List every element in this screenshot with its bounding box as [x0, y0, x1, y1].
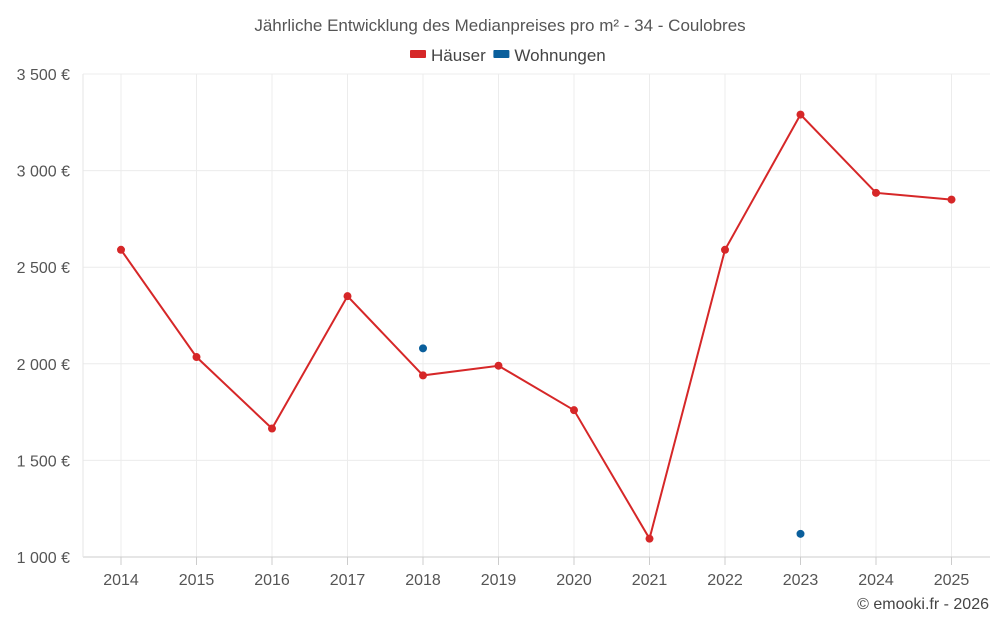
legend-swatch — [410, 50, 426, 58]
data-point[interactable] — [343, 292, 352, 301]
data-point[interactable] — [117, 245, 125, 254]
credit-text: © emooki.fr - 2026 — [857, 596, 989, 613]
data-point[interactable] — [494, 361, 503, 370]
axis-layer: 1 000 € 1 500 € 2 000 € 2 500 € 3 000 € 3 500… — [17, 67, 990, 589]
x-tick-label: 2023 — [783, 572, 819, 589]
x-tick-label: 2022 — [707, 572, 743, 589]
data-point[interactable] — [419, 344, 427, 353]
legend[interactable]: Häuser Wohnungen — [410, 46, 606, 65]
data-point[interactable] — [419, 371, 427, 380]
x-tick-label: 2014 — [103, 572, 139, 589]
data-point[interactable] — [645, 534, 654, 543]
x-tick-label: 2018 — [405, 572, 441, 589]
y-tick-label: 2 500 € — [17, 260, 70, 277]
x-tick-label: 2021 — [632, 572, 668, 589]
data-point[interactable] — [268, 424, 276, 433]
x-tick-label: 2016 — [254, 572, 290, 589]
legend-item-0[interactable]: Häuser — [410, 46, 486, 65]
series-line-0 — [120, 112, 952, 542]
data-point[interactable] — [721, 245, 729, 254]
legend-label: Wohnungen — [514, 46, 605, 65]
x-tick-label: 2015 — [179, 572, 215, 589]
y-tick-label: 1 500 € — [17, 453, 70, 470]
data-point[interactable] — [947, 195, 956, 204]
series-layer — [117, 110, 956, 543]
legend-label: Häuser — [431, 46, 486, 65]
grid-layer — [83, 73, 990, 558]
x-tick-label: 2019 — [481, 572, 517, 589]
data-point[interactable] — [796, 529, 805, 538]
x-tick-label: 2025 — [934, 572, 970, 589]
y-tick-label: 3 000 € — [17, 164, 70, 181]
y-tick-label: 3 500 € — [17, 67, 70, 84]
legend-item-1[interactable]: Wohnungen — [493, 46, 606, 65]
y-tick-label: 1 000 € — [17, 550, 70, 567]
x-tick-label: 2017 — [330, 572, 366, 589]
data-point[interactable] — [192, 353, 201, 362]
data-point[interactable] — [796, 110, 805, 119]
y-tick-label: 2 000 € — [17, 357, 70, 374]
data-point[interactable] — [872, 188, 880, 197]
chart-title: Jährliche Entwicklung des Medianpreises … — [254, 16, 745, 35]
x-tick-label: 2024 — [858, 572, 894, 589]
x-tick-label: 2020 — [556, 572, 592, 589]
data-point[interactable] — [570, 406, 578, 415]
legend-swatch — [493, 50, 510, 58]
